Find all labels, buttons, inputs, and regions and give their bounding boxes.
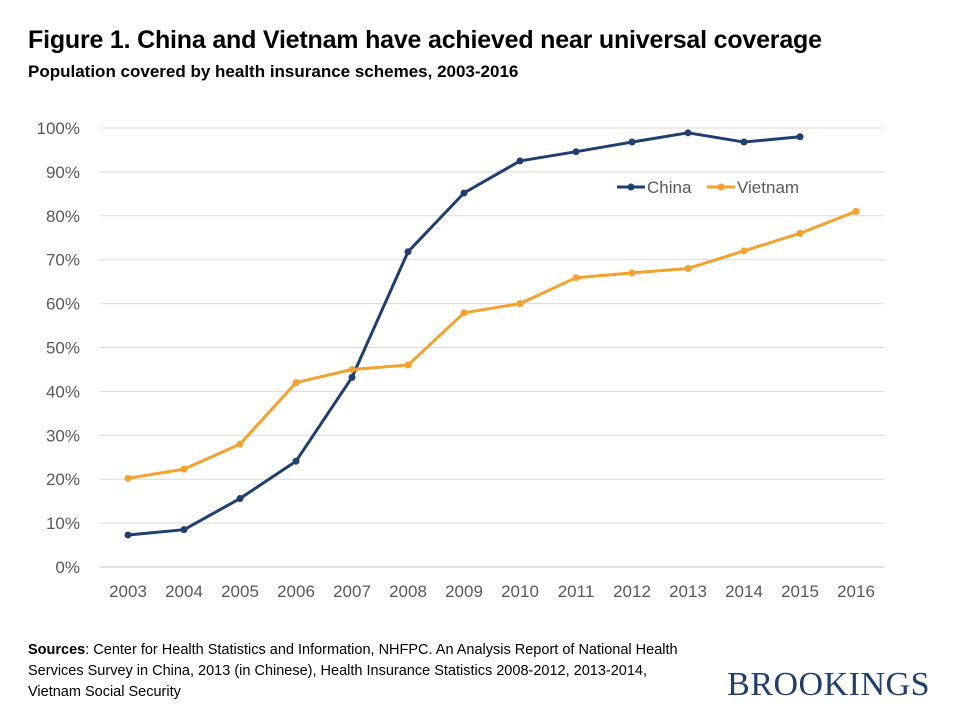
x-tick-label: 2003 xyxy=(109,582,147,601)
y-tick-label: 50% xyxy=(46,339,80,358)
legend: China Vietnam xyxy=(617,178,799,197)
x-tick-label: 2016 xyxy=(837,582,875,601)
china-data-point xyxy=(236,495,244,503)
y-tick-label: 90% xyxy=(46,163,80,182)
x-tick-label: 2015 xyxy=(781,582,819,601)
x-tick-label: 2014 xyxy=(725,582,763,601)
vietnam-data-point xyxy=(460,309,468,317)
vietnam-data-point xyxy=(124,474,132,482)
x-tick-label: 2004 xyxy=(165,582,203,601)
chart-title: Figure 1. China and Vietnam have achieve… xyxy=(28,26,822,54)
vietnam-legend-label: Vietnam xyxy=(737,178,799,197)
x-tick-label: 2006 xyxy=(277,582,315,601)
china-data-point xyxy=(628,138,636,146)
y-tick-label: 10% xyxy=(46,514,80,533)
gridlines xyxy=(100,127,884,568)
china-data-point xyxy=(404,248,412,256)
vietnam-data-point xyxy=(628,269,636,277)
y-tick-label: 100% xyxy=(37,119,80,138)
china-data-point xyxy=(180,526,188,534)
china-data-point xyxy=(796,133,804,141)
y-tick-label: 80% xyxy=(46,207,80,226)
china-legend-marker xyxy=(627,183,635,191)
vietnam-data-point xyxy=(404,361,412,369)
sources-note: Sources: Center for Health Statistics an… xyxy=(28,640,678,703)
vietnam-data-point xyxy=(796,229,804,237)
china-data-point xyxy=(740,138,748,146)
x-tick-label: 2013 xyxy=(669,582,707,601)
vietnam-data-point xyxy=(236,440,244,448)
vietnam-data-point xyxy=(180,465,188,473)
y-tick-label: 70% xyxy=(46,251,80,270)
china-data-point xyxy=(460,189,468,197)
y-tick-label: 60% xyxy=(46,295,80,314)
china-data-point xyxy=(572,148,580,156)
vietnam-data-point xyxy=(348,365,356,373)
vietnam-data-point xyxy=(684,264,692,272)
y-axis-ticks: 0% 10% 20% 30% 40% 50% 60% 70% 80% 90% 100% xyxy=(37,119,80,577)
y-tick-label: 40% xyxy=(46,382,80,401)
x-tick-label: 2012 xyxy=(613,582,651,601)
brookings-logo: BROOKINGS xyxy=(727,666,930,703)
china-data-point xyxy=(124,531,132,539)
vietnam-data-point xyxy=(292,379,300,387)
sources-text: : Center for Health Statistics and Infor… xyxy=(28,642,678,700)
china-data-point xyxy=(516,157,524,165)
sources-label: Sources xyxy=(28,642,86,658)
x-tick-label: 2011 xyxy=(558,582,595,601)
chart-subtitle: Population covered by health insurance s… xyxy=(28,62,519,81)
china-data-point xyxy=(292,457,300,465)
x-tick-label: 2008 xyxy=(389,582,427,601)
x-axis-ticks: 2003 2004 2005 2006 2007 2008 2009 2010 2011 2012… xyxy=(109,582,875,601)
line-chart: 0%10%20%30%40%50%60%70%80%90%100% 2003 20… xyxy=(37,119,884,601)
china-legend-label: China xyxy=(647,178,692,197)
y-tick-label: 0% xyxy=(55,558,80,577)
vietnam-series-line xyxy=(126,209,858,480)
vietnam-data-point xyxy=(852,207,860,215)
y-tick-label: 30% xyxy=(46,426,80,445)
china-data-point xyxy=(684,129,692,137)
vietnam-data-point xyxy=(740,247,748,255)
x-tick-label: 2005 xyxy=(221,582,259,601)
vietnam-legend-marker xyxy=(717,183,725,191)
china-data-point xyxy=(348,373,356,381)
x-tick-label: 2009 xyxy=(445,582,483,601)
x-tick-label: 2010 xyxy=(501,582,539,601)
vietnam-data-point xyxy=(516,300,524,308)
series-lines xyxy=(124,129,860,539)
vietnam-data-point xyxy=(572,274,580,282)
x-tick-label: 2007 xyxy=(333,582,371,601)
y-tick-label: 20% xyxy=(46,470,80,489)
